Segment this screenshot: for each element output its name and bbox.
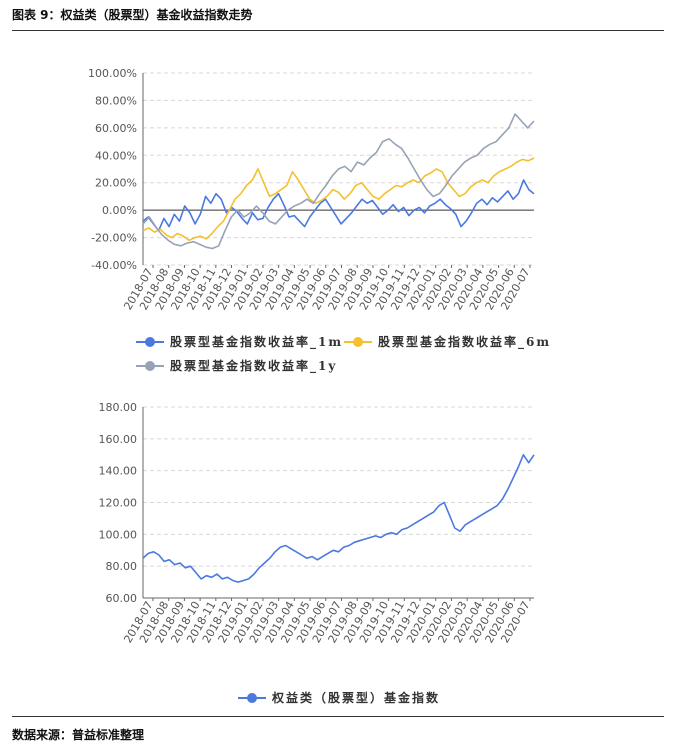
y-tick-label: 140.00 xyxy=(99,465,138,478)
y-tick-label: 60.00% xyxy=(95,122,137,135)
legend-swatch-marker xyxy=(247,693,257,703)
bottom-rule xyxy=(12,716,664,717)
y-tick-label: 60.00 xyxy=(106,592,138,605)
fund-index-chart: 180.00 160.00 140.00 120.00 100.00 80.00 60.00… xyxy=(99,401,535,705)
top-rule xyxy=(12,30,664,31)
y-tick-label: -20.00% xyxy=(91,232,137,245)
legend-label: 权益类（股票型）基金指数 xyxy=(271,690,440,705)
y-tick-label: 80.00% xyxy=(95,94,137,107)
series-line-1 xyxy=(142,157,535,242)
y-tick-label: -40.00% xyxy=(91,259,137,272)
legend-label: 股票型基金指数收益率_6m xyxy=(378,334,551,350)
y-tick-label: 180.00 xyxy=(99,401,138,414)
legend-swatch-marker xyxy=(353,337,363,347)
legend-label: 股票型基金指数收益率_1m xyxy=(170,334,343,350)
return-rate-chart: 100.00% 80.00% 60.00% 40.00% 20.00% 0.00% -20.… xyxy=(88,67,551,374)
y-tick-label: 100.00 xyxy=(99,528,138,541)
series-line-0 xyxy=(142,454,535,583)
data-source: 数据来源：普益标准整理 xyxy=(12,728,145,742)
figure-title: 图表 9：权益类（股票型）基金收益指数走势 xyxy=(12,8,253,22)
y-tick-label: 20.00% xyxy=(95,177,137,190)
y-tick-label: 120.00 xyxy=(99,497,138,510)
y-tick-label: 100.00% xyxy=(88,67,137,80)
y-tick-label: 160.00 xyxy=(99,433,138,446)
y-tick-label: 80.00 xyxy=(106,560,138,573)
y-tick-label: 0.00% xyxy=(102,204,137,217)
legend-swatch-marker xyxy=(145,361,155,371)
series-line-0 xyxy=(142,179,535,232)
y-tick-label: 40.00% xyxy=(95,149,137,162)
legend-swatch-marker xyxy=(145,337,155,347)
series-line-2 xyxy=(142,113,535,250)
legend-label: 股票型基金指数收益率_1y xyxy=(170,358,337,374)
